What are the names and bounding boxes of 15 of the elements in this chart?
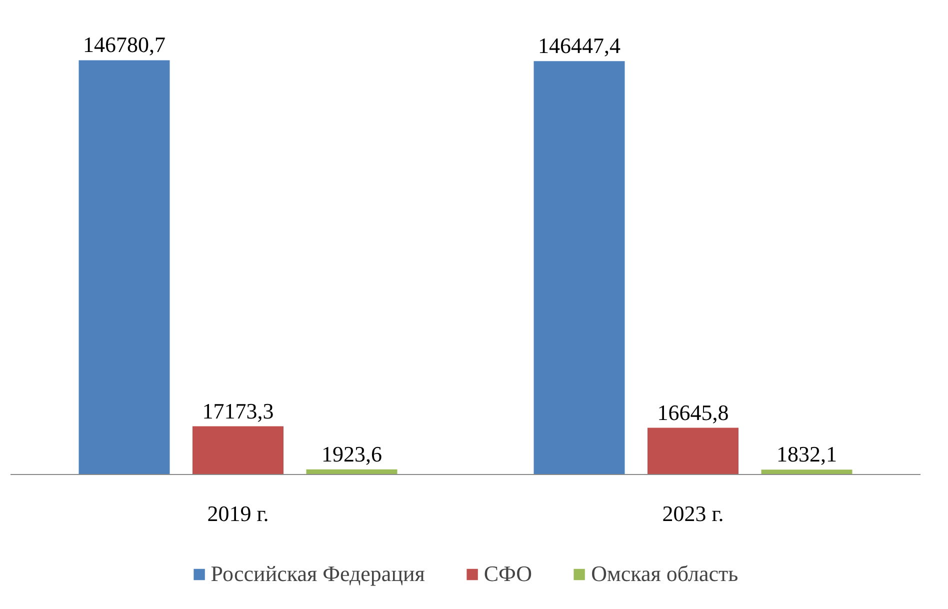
bar (648, 428, 738, 475)
legend-label: Российская Федерация (210, 561, 425, 587)
data-label: 16645,8 (657, 400, 729, 425)
data-label: 17173,3 (202, 398, 274, 424)
legend-label: Омская область (591, 561, 738, 587)
bar (192, 426, 284, 475)
x-tick-label: 2023 г. (662, 500, 724, 526)
data-label: 146780,7 (83, 32, 166, 58)
data-label: 1832,1 (776, 442, 837, 467)
data-label: 1923,6 (322, 441, 382, 466)
bar (78, 60, 170, 475)
x-tick-label: 2019 г. (207, 500, 269, 526)
data-label: 146447,4 (538, 33, 620, 58)
bar (534, 61, 625, 475)
legend-label: СФО (484, 561, 532, 587)
